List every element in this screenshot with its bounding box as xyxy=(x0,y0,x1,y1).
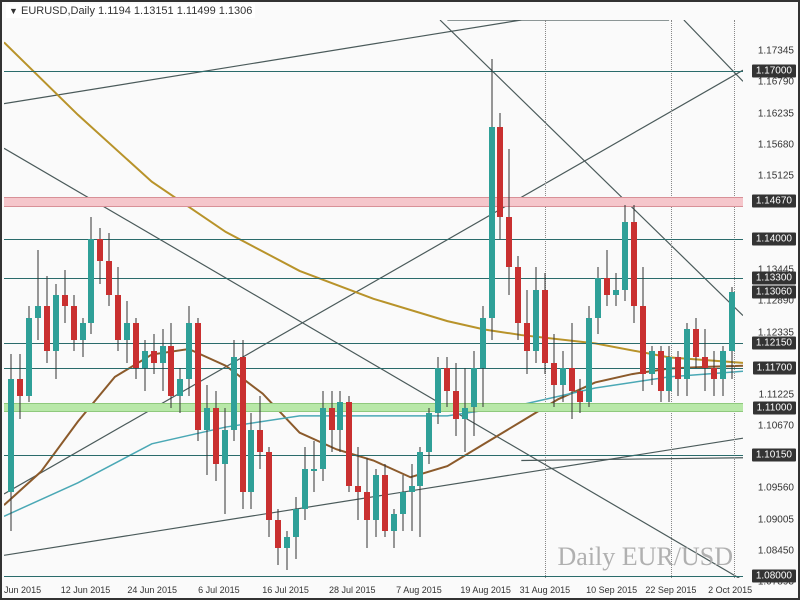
y-tick-label: 1.17345 xyxy=(758,46,794,57)
chart-title: ▼ EURUSD,Daily 1.1194 1.13151 1.11499 1.… xyxy=(6,4,255,18)
x-tick-label: 24 Jun 2015 xyxy=(127,585,177,595)
ohlc-close: 1.1306 xyxy=(219,5,253,17)
price-marker: 1.14000 xyxy=(752,233,796,246)
y-tick-label: 1.09560 xyxy=(758,483,794,494)
ohlc-high: 1.13151 xyxy=(134,5,174,17)
x-tick-label: 7 Aug 2015 xyxy=(396,585,442,595)
x-tick-label: 2 Oct 2015 xyxy=(708,585,752,595)
y-axis: 1.078931.084501.090051.095601.106701.112… xyxy=(744,20,796,578)
y-tick-label: 1.10670 xyxy=(758,421,794,432)
expand-icon[interactable]: ▼ xyxy=(9,6,18,16)
symbol-label: EURUSD xyxy=(21,5,67,17)
price-marker: 1.12150 xyxy=(752,336,796,349)
horizontal-level xyxy=(4,71,743,72)
horizontal-level xyxy=(4,368,743,369)
y-tick-label: 1.08450 xyxy=(758,545,794,556)
grid-vertical xyxy=(671,20,672,578)
x-tick-label: 10 Sep 2015 xyxy=(586,585,637,595)
ohlc-low: 1.11499 xyxy=(177,5,216,17)
x-tick-label: 19 Aug 2015 xyxy=(460,585,511,595)
price-marker: 1.11000 xyxy=(753,401,796,414)
y-tick-label: 1.16790 xyxy=(758,77,794,88)
x-axis: 2 Jun 201512 Jun 201524 Jun 20156 Jul 20… xyxy=(4,580,743,596)
horizontal-level xyxy=(4,576,743,577)
timeframe-label: Daily xyxy=(71,5,95,17)
price-marker: 1.17000 xyxy=(752,64,796,77)
price-marker: 1.13060 xyxy=(752,285,796,298)
chart-container: ▼ EURUSD,Daily 1.1194 1.13151 1.11499 1.… xyxy=(0,0,800,600)
y-tick-label: 1.15680 xyxy=(758,139,794,150)
price-marker: 1.10150 xyxy=(752,449,796,462)
x-tick-label: 16 Jul 2015 xyxy=(262,585,309,595)
price-marker: 1.08000 xyxy=(752,569,796,582)
y-tick-label: 1.09005 xyxy=(758,514,794,525)
price-marker: 1.11700 xyxy=(753,362,796,375)
plot-area[interactable]: Daily EUR/USD xyxy=(4,20,743,578)
y-tick-label: 1.15125 xyxy=(758,170,794,181)
watermark-text: Daily EUR/USD xyxy=(558,542,734,572)
y-tick-label: 1.16235 xyxy=(758,108,794,119)
price-marker: 1.13300 xyxy=(752,272,796,285)
y-tick-label: 1.11225 xyxy=(759,389,794,400)
ohlc-open: 1.1194 xyxy=(98,5,131,17)
x-tick-label: 2 Jun 2015 xyxy=(0,585,41,595)
price-band xyxy=(4,403,743,412)
price-band xyxy=(4,197,743,207)
x-tick-label: 22 Sep 2015 xyxy=(645,585,696,595)
x-tick-label: 12 Jun 2015 xyxy=(61,585,111,595)
x-tick-label: 28 Jul 2015 xyxy=(329,585,376,595)
horizontal-level xyxy=(4,343,743,344)
x-tick-label: 31 Aug 2015 xyxy=(520,585,571,595)
x-tick-label: 6 Jul 2015 xyxy=(198,585,240,595)
price-marker: 1.14670 xyxy=(752,195,796,208)
horizontal-level xyxy=(4,455,743,456)
